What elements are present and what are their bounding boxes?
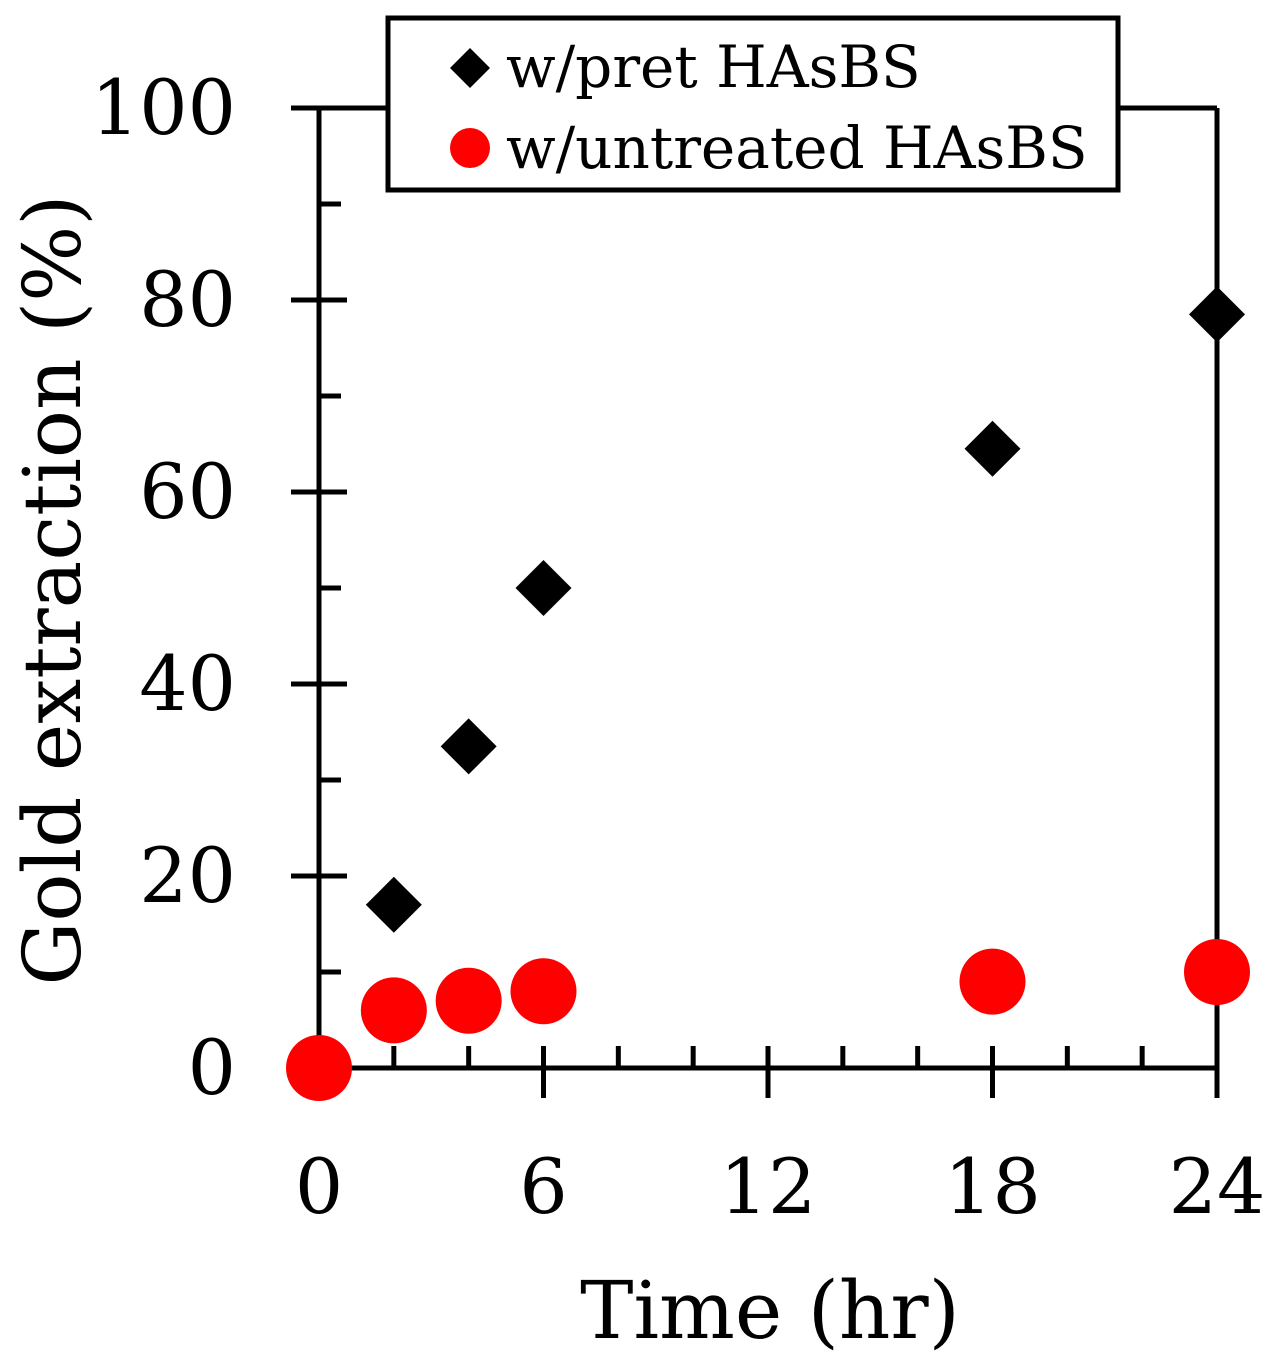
data-point-pret [365, 876, 422, 933]
axis-tick-labels: 0 6 12 18 24 0 20 40 60 80 100 [91, 63, 1265, 1231]
y-axis-title: Gold extraction (%) [6, 195, 99, 986]
data-point-untreated [1184, 939, 1250, 1005]
data-point-untreated [360, 977, 427, 1044]
legend-box [385, 15, 1121, 193]
x-tick-label: 0 [295, 1142, 343, 1231]
data-point-pret [440, 718, 497, 775]
data-point-pret [964, 420, 1021, 477]
x-tick-label: 6 [519, 1142, 567, 1231]
data-points [286, 286, 1250, 1101]
legend-label-untreated: w/untreated HAsBS [506, 114, 1088, 182]
x-tick-label: 24 [1169, 1142, 1266, 1231]
data-point-untreated [510, 958, 577, 1025]
x-tick-label: 18 [944, 1142, 1041, 1231]
data-point-untreated [435, 967, 502, 1034]
y-tick-label: 20 [139, 831, 236, 920]
axis-ticks [291, 105, 1220, 1098]
legend-diamond-marker [450, 48, 490, 88]
legend-circle-marker [450, 128, 490, 168]
data-point-pret [1189, 286, 1245, 343]
y-tick-label: 0 [188, 1023, 236, 1112]
data-point-untreated [959, 948, 1026, 1015]
data-point-pret [515, 560, 572, 616]
axes-frame [316, 105, 1220, 1071]
legend: w/pret HAsBS w/untreated HAsBS [385, 15, 1121, 193]
data-point-untreated [286, 1035, 352, 1101]
y-tick-label: 40 [139, 639, 236, 728]
x-axis-title: Time (hr) [580, 1264, 960, 1357]
legend-label-pret: w/pret HAsBS [506, 33, 921, 101]
y-tick-label: 100 [91, 63, 236, 152]
y-tick-label: 80 [139, 255, 236, 344]
x-tick-label: 12 [720, 1142, 817, 1231]
y-tick-label: 60 [139, 447, 236, 536]
